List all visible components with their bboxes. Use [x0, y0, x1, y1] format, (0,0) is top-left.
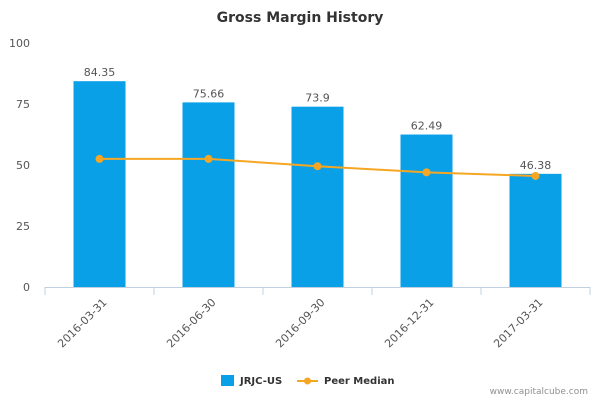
y-tick-label: 50	[16, 159, 30, 172]
peer-median-point[interactable]	[95, 154, 104, 163]
watermark: www.capitalcube.com	[490, 387, 588, 397]
bar[interactable]	[182, 102, 235, 287]
y-tick-label: 100	[9, 37, 30, 50]
bar-data-label: 62.49	[411, 120, 443, 133]
y-tick-label: 25	[16, 220, 30, 233]
x-tick-label: 2017-03-31	[491, 296, 545, 350]
peer-median-point[interactable]	[531, 171, 540, 180]
bar[interactable]	[291, 106, 344, 288]
x-tick-label: 2016-12-31	[382, 296, 436, 350]
bar-data-label: 46.38	[520, 159, 552, 172]
bar[interactable]	[509, 173, 562, 287]
bar[interactable]	[73, 81, 126, 287]
peer-median-point[interactable]	[422, 168, 431, 177]
bars	[73, 81, 562, 288]
x-tick-label: 2016-03-31	[55, 296, 109, 350]
bar-labels: 84.35 75.66 73.9 62.49 46.38	[84, 66, 552, 172]
legend-label-jrjc: JRJC-US	[239, 376, 282, 387]
bar-data-label: 75.66	[193, 87, 225, 100]
x-tick-label: 2016-09-30	[273, 296, 327, 350]
legend-label-peer: Peer Median	[324, 376, 395, 387]
bar[interactable]	[400, 134, 453, 287]
x-tick-label: 2016-06-30	[164, 296, 218, 350]
peer-median-line	[95, 154, 540, 180]
y-tick-label: 75	[16, 98, 30, 111]
bar-data-label: 84.35	[84, 66, 116, 79]
peer-median-point[interactable]	[204, 154, 213, 163]
y-tick-label: 0	[23, 281, 30, 294]
chart-title: Gross Margin History	[217, 10, 384, 26]
legend-swatch-peer-marker	[304, 377, 311, 385]
legend[interactable]: JRJC-US Peer Median	[221, 375, 395, 387]
bar-data-label: 73.9	[305, 92, 330, 105]
peer-median-point[interactable]	[313, 162, 322, 171]
legend-swatch-jrjc	[221, 375, 234, 386]
